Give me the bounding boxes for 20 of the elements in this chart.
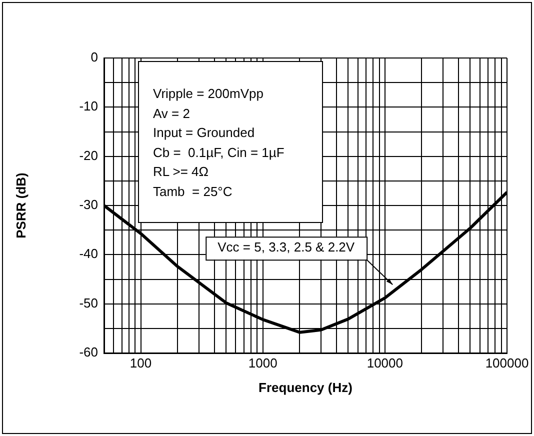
x-axis-title: Frequency (Hz) (258, 380, 352, 395)
annotation: Av = 2 (153, 104, 191, 123)
y-tick-label: 0 (90, 50, 98, 65)
y-tick-label: -10 (79, 98, 98, 114)
annotation: RL >= 4Ω (153, 163, 210, 182)
x-tick-label: 1000 (248, 355, 278, 370)
annotation: Tamb = 25°C (153, 182, 234, 201)
x-tick-label: 100000 (485, 355, 529, 370)
y-axis-title: PSRR (dB) (13, 172, 28, 238)
y-tick-label: -30 (79, 197, 98, 212)
annotation: Cb = 0.1µF, Cin = 1µF (153, 144, 286, 162)
annotation: Input = Grounded (153, 124, 256, 142)
y-tick-label: -50 (79, 295, 98, 310)
y-tick-label: -40 (79, 246, 98, 262)
x-tick-label: 100 (130, 355, 152, 370)
annotation: Vcc = 5, 3.3, 2.5 & 2.2V (218, 240, 355, 255)
annotation: Vripple = 200mVpp (153, 85, 264, 103)
y-tick-label: -20 (79, 148, 98, 163)
y-tick-label: -60 (79, 344, 98, 360)
x-tick-label: 10000 (366, 355, 403, 370)
